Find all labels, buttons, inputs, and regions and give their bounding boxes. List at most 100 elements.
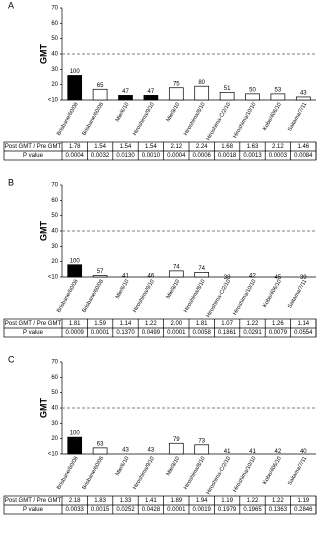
x-tick-label: Brisbane/60/08	[56, 279, 80, 314]
bar-label: 100	[70, 258, 81, 264]
table-cell: 1.46	[297, 144, 309, 150]
bar-label: 43	[148, 448, 155, 454]
panel-label: A	[8, 0, 14, 10]
bar	[92, 447, 108, 455]
table-cell: 0.0004	[66, 153, 85, 159]
bar-label: 43	[122, 448, 129, 454]
x-tick-label: Kobe/406/10	[262, 279, 283, 309]
x-tick-label: Hiroshima/10/10	[232, 456, 257, 494]
y-tick-label: 20	[51, 436, 58, 442]
bar	[118, 95, 133, 101]
table-row-label: P value	[23, 153, 44, 159]
bar-label: 74	[198, 266, 205, 272]
x-tick-label: Mie/8/10	[166, 279, 182, 300]
bar-label: 79	[173, 437, 180, 443]
y-tick-label: 50	[51, 390, 58, 396]
table-cell: 0.1363	[269, 507, 288, 513]
table-cell: 0.1861	[218, 330, 237, 336]
table-cell: 0.0018	[218, 153, 237, 159]
x-tick-label: Brisbane/60/08	[56, 102, 80, 137]
bar-label: 65	[97, 83, 104, 89]
x-tick-label: Mie/6/10	[115, 456, 131, 477]
x-tick-label: Brisbane/60/08	[81, 279, 105, 314]
x-tick-label: Hiroshima/10/10	[232, 279, 257, 317]
x-tick-label: Hiroshima/9/10	[132, 102, 156, 137]
panel-label: C	[8, 354, 15, 364]
table-cell: 0.0003	[269, 153, 288, 159]
bar-label: 100	[70, 431, 81, 437]
x-tick-label: Hiroshima/8/10	[183, 102, 207, 137]
table-cell: 2.18	[69, 498, 81, 504]
table-cell: 1.26	[272, 321, 284, 327]
bar-label: 41	[249, 449, 256, 455]
table-cell: 1.83	[94, 498, 106, 504]
bar-label: 38	[224, 275, 231, 281]
bar-label: 53	[275, 87, 282, 93]
bar-label: 43	[300, 91, 307, 97]
x-tick-label: Hiroshima-C/2/10	[205, 456, 232, 496]
y-tick-label: 30	[51, 421, 58, 427]
bar	[168, 270, 184, 278]
table-cell: 0.1979	[218, 507, 237, 513]
bar	[194, 444, 210, 455]
y-tick-label: 40	[51, 406, 58, 412]
table-cell: 0.0499	[142, 330, 161, 336]
bar-label: 39	[300, 275, 307, 281]
bar	[92, 88, 108, 101]
bar-label: 63	[97, 441, 104, 447]
table-cell: 1.78	[69, 144, 81, 150]
x-tick-label: Mie/8/10	[166, 456, 182, 477]
x-tick-label: Mie/8/10	[166, 102, 182, 123]
table-row-label: Post GMT / Pre GMT	[5, 144, 62, 150]
table-row-label: Post GMT / Pre GMT	[5, 321, 62, 327]
x-tick-label: Kobe/406/10	[262, 102, 283, 132]
table-cell: 1.81	[196, 321, 208, 327]
bar	[168, 87, 184, 101]
y-tick-label: 60	[51, 21, 58, 27]
table-cell: 0.1370	[116, 330, 135, 336]
bar-label: 47	[122, 89, 129, 95]
x-tick-label: Brisbane/60/08	[81, 102, 105, 137]
table-cell: 1.81	[69, 321, 81, 327]
y-tick-label: <10	[48, 452, 59, 458]
bar	[168, 442, 184, 455]
y-tick-label: 70	[51, 360, 58, 366]
y-tick-label: 60	[51, 375, 58, 381]
bar	[194, 85, 210, 101]
table-cell: 0.0001	[91, 330, 110, 336]
table-cell: 1.59	[94, 321, 106, 327]
y-axis-label: GMT	[38, 221, 48, 241]
bar	[270, 93, 286, 101]
bar	[92, 275, 108, 278]
table-cell: 1.19	[221, 498, 233, 504]
bar-label: 46	[148, 274, 155, 280]
x-tick-label: Hiroshima/10/10	[232, 102, 257, 140]
table-row-label: P value	[23, 330, 44, 336]
bar	[219, 91, 235, 101]
table-cell: 0.0001	[167, 330, 186, 336]
table-cell: 0.1965	[243, 507, 262, 513]
table-cell: 0.0015	[91, 507, 110, 513]
table-cell: 0.0010	[142, 153, 161, 159]
y-tick-label: 30	[51, 244, 58, 250]
bar	[67, 75, 83, 101]
table-cell: 0.0004	[167, 153, 186, 159]
bar-label: 41	[224, 449, 231, 455]
x-tick-label: Saitama/7/11	[287, 102, 308, 133]
bar-label: 42	[275, 449, 282, 455]
table-cell: 1.41	[145, 498, 157, 504]
y-tick-label: <10	[48, 275, 59, 281]
bar-label: 80	[198, 80, 205, 86]
y-tick-label: 40	[51, 229, 58, 235]
table-cell: 1.19	[297, 498, 309, 504]
x-tick-label: Hiroshima-C/2/10	[205, 102, 232, 142]
table-cell: 0.0033	[66, 507, 85, 513]
y-tick-label: 20	[51, 82, 58, 88]
table-row-label: Post GMT / Pre GMT	[5, 498, 62, 504]
x-tick-label: Hiroshima/9/10	[132, 456, 156, 491]
y-tick-label: 70	[51, 183, 58, 189]
table-cell: 2.12	[272, 144, 284, 150]
y-tick-label: 30	[51, 67, 58, 73]
table-cell: 0.0006	[193, 153, 212, 159]
table-cell: 0.0032	[91, 153, 110, 159]
